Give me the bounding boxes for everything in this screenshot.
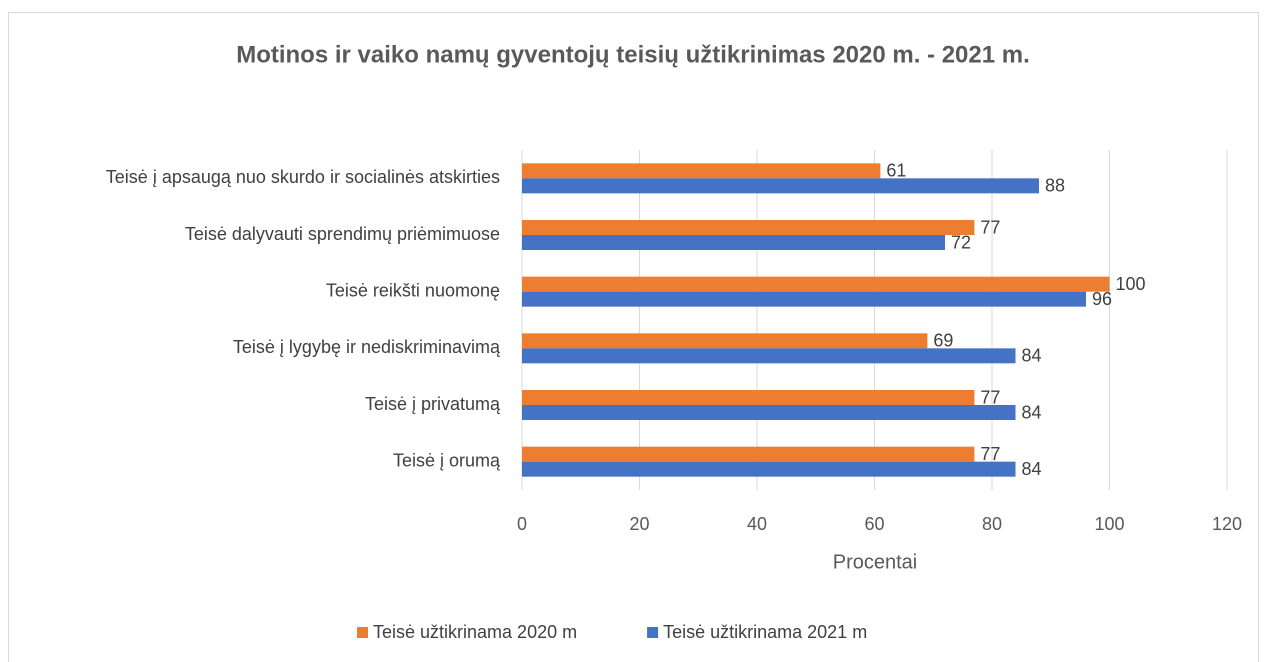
bar: [522, 461, 1016, 477]
bar: [522, 333, 928, 349]
data-label: 77: [980, 444, 1000, 464]
legend-swatch: [357, 627, 368, 638]
bar: [522, 276, 1110, 292]
data-label: 88: [1045, 176, 1065, 196]
data-label: 100: [1116, 274, 1146, 294]
legend-label: Teisė užtikrinama 2021 m: [663, 622, 867, 642]
bar: [522, 220, 975, 235]
bar: [522, 178, 1039, 194]
y-tick-label: Teisė į apsaugą nuo skurdo ir socialinės…: [106, 167, 500, 187]
x-axis-label: Procentai: [833, 551, 918, 573]
y-tick-label: Teisė reikšti nuomonę: [326, 280, 500, 300]
bar: [522, 291, 1086, 307]
data-label: 69: [933, 331, 953, 351]
data-label: 77: [980, 387, 1000, 407]
legend-swatch: [647, 627, 659, 638]
x-tick-label: 100: [1094, 514, 1124, 534]
x-tick-label: 120: [1212, 514, 1242, 534]
bar: [522, 348, 1016, 364]
data-label: 72: [951, 232, 971, 252]
data-label: 77: [980, 217, 1000, 237]
chart-title: Motinos ir vaiko namų gyventojų teisių u…: [236, 41, 1030, 68]
x-tick-label: 80: [982, 514, 1002, 534]
data-label: 61: [886, 161, 906, 181]
data-label: 96: [1092, 289, 1112, 309]
data-label: 84: [1022, 402, 1042, 422]
y-tick-label: Teisė dalyvauti sprendimų priėmimuose: [185, 224, 500, 244]
y-tick-label: Teisė į lygybę ir nediskriminavimą: [233, 337, 501, 357]
data-label: 84: [1022, 459, 1042, 479]
x-tick-label: 0: [517, 514, 527, 534]
x-tick-label: 40: [747, 514, 767, 534]
bar: [522, 163, 881, 179]
y-tick-label: Teisė į orumą: [393, 450, 501, 470]
bar: [522, 235, 945, 250]
x-tick-label: 20: [629, 514, 649, 534]
x-tick-label: 60: [864, 514, 884, 534]
legend-label: Teisė užtikrinama 2020 m: [373, 622, 577, 642]
bar: [522, 446, 975, 462]
data-label: 84: [1022, 346, 1042, 366]
bar: [522, 390, 975, 405]
bar: [522, 405, 1016, 420]
y-tick-label: Teisė į privatumą: [365, 394, 501, 414]
